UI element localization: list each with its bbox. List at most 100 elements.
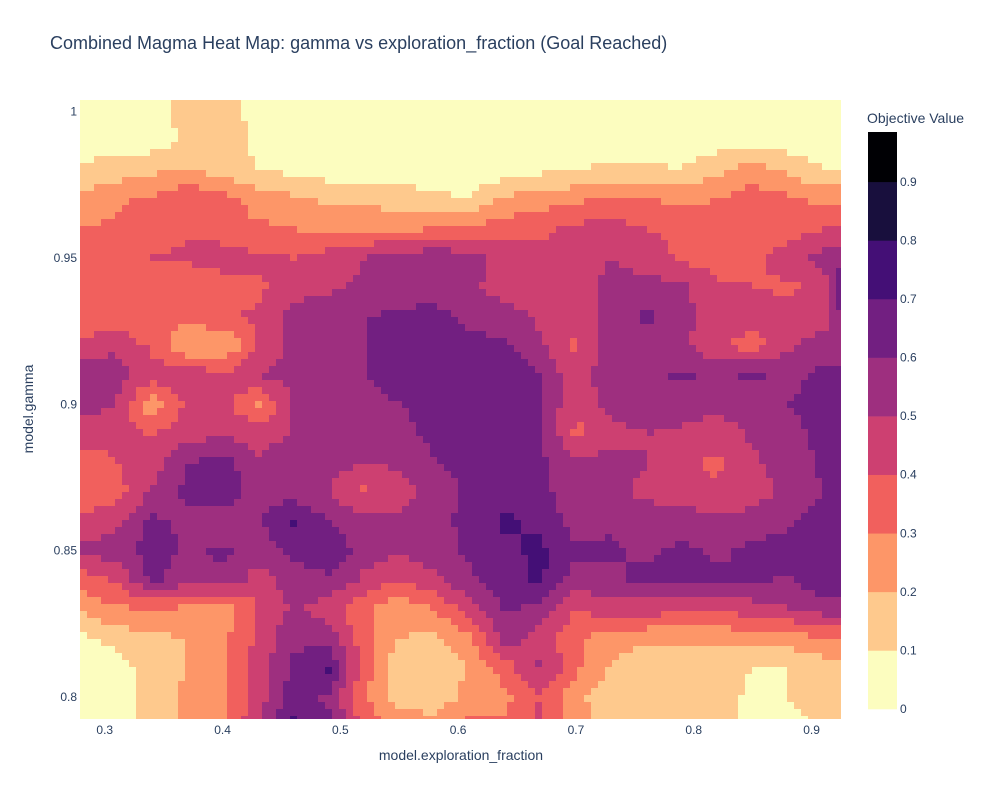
contour-cell	[409, 429, 417, 437]
contour-cell	[129, 590, 137, 598]
contour-cell	[101, 611, 109, 619]
contour-cell	[318, 625, 326, 633]
contour-cell	[465, 716, 473, 719]
contour-cell	[234, 597, 242, 605]
contour-cell	[458, 135, 466, 143]
contour-cell	[311, 681, 319, 689]
contour-cell	[346, 359, 354, 367]
contour-cell	[136, 457, 144, 465]
contour-cell	[136, 331, 144, 339]
contour-cell	[269, 639, 277, 647]
contour-cell	[311, 282, 319, 290]
contour-cell	[360, 548, 368, 556]
contour-cell	[115, 233, 123, 241]
contour-cell	[381, 611, 389, 619]
contour-cell	[437, 590, 445, 598]
contour-cell	[444, 660, 452, 668]
contour-cell	[262, 331, 270, 339]
contour-cell	[115, 226, 123, 234]
contour-cell	[269, 464, 277, 472]
contour-cell	[318, 394, 326, 402]
contour-cell	[248, 387, 256, 395]
contour-cell	[115, 653, 123, 661]
contour-cell	[241, 149, 249, 157]
contour-cell	[430, 415, 438, 423]
contour-cell	[395, 464, 403, 472]
contour-cell	[402, 205, 410, 213]
contour-cell	[290, 212, 298, 220]
contour-cell	[416, 191, 424, 199]
contour-cell	[143, 555, 151, 563]
contour-cell	[129, 275, 137, 283]
contour-cell	[388, 247, 396, 255]
contour-cell	[437, 667, 445, 675]
contour-cell	[465, 681, 473, 689]
contour-cell	[339, 317, 347, 325]
contour-cell	[255, 184, 263, 192]
contour-cell	[220, 695, 228, 703]
contour-cell	[451, 611, 459, 619]
contour-cell	[311, 674, 319, 682]
contour-cell	[192, 422, 200, 430]
contour-cell	[262, 366, 270, 374]
contour-cell	[367, 555, 375, 563]
contour-cell	[171, 422, 179, 430]
contour-cell	[136, 268, 144, 276]
contour-cell	[360, 212, 368, 220]
contour-cell	[465, 415, 473, 423]
contour-cell	[213, 296, 221, 304]
contour-cell	[171, 436, 179, 444]
contour-cell	[339, 268, 347, 276]
contour-cell	[136, 149, 144, 157]
contour-cell	[80, 219, 88, 227]
contour-cell	[80, 632, 88, 640]
contour-cell	[381, 590, 389, 598]
contour-cell	[248, 401, 256, 409]
contour-cell	[339, 142, 347, 150]
contour-cell	[129, 639, 137, 647]
contour-cell	[143, 660, 151, 668]
contour-cell	[402, 107, 410, 115]
contour-cell	[465, 625, 473, 633]
contour-cell	[339, 681, 347, 689]
contour-cells[interactable]	[80, 100, 844, 724]
contour-cell	[199, 345, 207, 353]
contour-cell	[241, 702, 249, 710]
contour-cell	[297, 667, 305, 675]
contour-cell	[395, 310, 403, 318]
contour-cell	[318, 520, 326, 528]
contour-cell	[458, 674, 466, 682]
contour-cell	[108, 625, 116, 633]
contour-cell	[339, 492, 347, 500]
contour-cell	[346, 702, 354, 710]
contour-cell	[87, 338, 95, 346]
contour-cell	[423, 331, 431, 339]
contour-cell	[269, 184, 277, 192]
contour-cell	[395, 191, 403, 199]
contour-cell	[416, 625, 424, 633]
contour-cell	[290, 541, 298, 549]
contour-cell	[374, 555, 382, 563]
contour-cell	[367, 604, 375, 612]
contour-cell	[465, 345, 473, 353]
contour-cell	[192, 296, 200, 304]
contour-cell	[346, 478, 354, 486]
contour-cell	[339, 471, 347, 479]
contour-cell	[395, 520, 403, 528]
contour-cell	[185, 317, 193, 325]
contour-cell	[409, 709, 417, 717]
contour-cell	[248, 184, 256, 192]
contour-cell	[304, 373, 312, 381]
contour-cell	[136, 338, 144, 346]
contour-cell	[423, 219, 431, 227]
contour-cell	[409, 632, 417, 640]
contour-cell	[472, 170, 480, 178]
contour-cell	[276, 317, 284, 325]
contour-cell	[367, 548, 375, 556]
contour-cell	[227, 268, 235, 276]
contour-cell	[297, 401, 305, 409]
contour-cell	[318, 527, 326, 535]
contour-cell	[409, 226, 417, 234]
contour-cell	[269, 471, 277, 479]
contour-cell	[248, 555, 256, 563]
